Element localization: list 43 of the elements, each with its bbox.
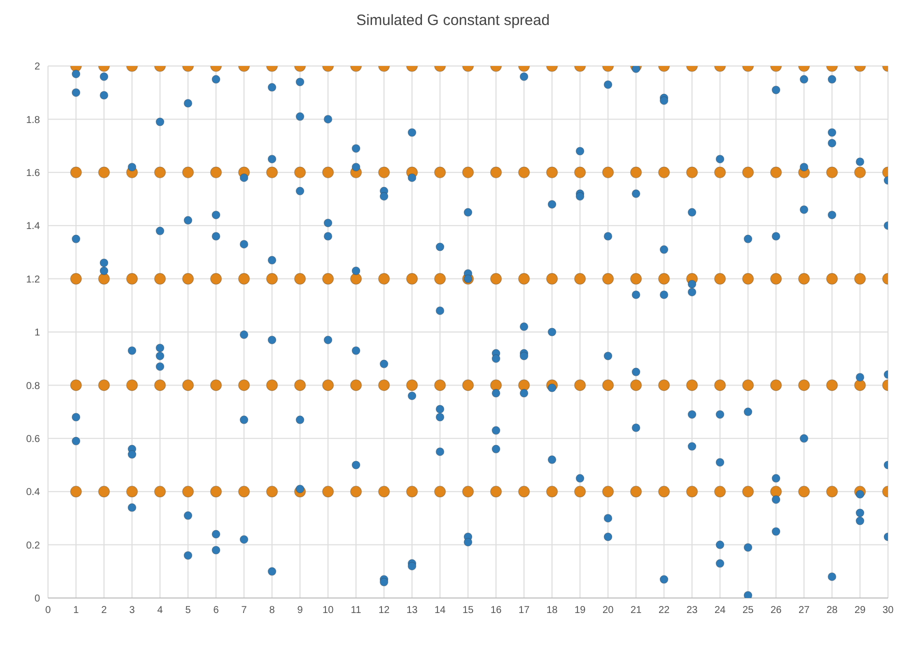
y-tick-label: 1: [34, 328, 40, 339]
x-tick-label: 26: [770, 605, 782, 616]
x-tick-label: 11: [350, 605, 362, 616]
x-tick-label: 21: [630, 605, 642, 616]
chart-title: Simulated G constant spread: [355, 11, 551, 31]
x-tick-label: 4: [157, 605, 164, 616]
x-tick-label: 25: [742, 605, 754, 616]
x-tick-label: 10: [322, 605, 334, 616]
y-tick-label: 2: [34, 62, 40, 73]
x-tick-label: 15: [462, 605, 474, 616]
x-tick-label: 17: [518, 605, 530, 616]
y-tick-label: 0.8: [26, 380, 40, 392]
x-tick-label: 5: [185, 605, 192, 616]
y-tick-label: 1.4: [26, 221, 40, 232]
y-tick-label: 0.6: [26, 434, 40, 445]
x-tick-label: 29: [854, 605, 866, 616]
y-tick-label: 1.6: [26, 168, 40, 179]
x-tick-label: 2: [101, 605, 108, 616]
x-tick-label: 0: [45, 605, 52, 616]
y-tick-label: 1.2: [26, 274, 40, 286]
x-tick-label: 19: [574, 605, 586, 616]
x-tick-label: 3: [129, 605, 136, 616]
x-tick-label: 22: [658, 605, 670, 616]
x-tick-label: 12: [378, 605, 390, 616]
x-tick-label: 1: [73, 605, 80, 616]
x-tick-label: 9: [297, 605, 304, 616]
x-tick-label: 28: [826, 605, 838, 616]
x-tick-label: 30: [882, 605, 894, 616]
y-tick-label: 0.4: [26, 487, 40, 498]
x-tick-label: 6: [213, 605, 220, 616]
x-tick-label: 8: [269, 605, 276, 616]
x-tick-label: 24: [714, 605, 726, 616]
x-tick-label: 7: [241, 605, 248, 616]
x-tick-label: 27: [798, 605, 810, 616]
y-tick-label: 1.8: [26, 114, 40, 126]
x-tick-label: 23: [686, 605, 698, 616]
x-tick-label: 13: [406, 605, 418, 616]
y-tick-label: 0.2: [26, 540, 40, 552]
y-tick-label: 0: [34, 594, 40, 605]
x-tick-label: 20: [602, 605, 614, 616]
x-tick-label: 14: [434, 605, 446, 616]
x-tick-label: 18: [546, 605, 558, 616]
x-tick-label: 16: [490, 605, 502, 616]
